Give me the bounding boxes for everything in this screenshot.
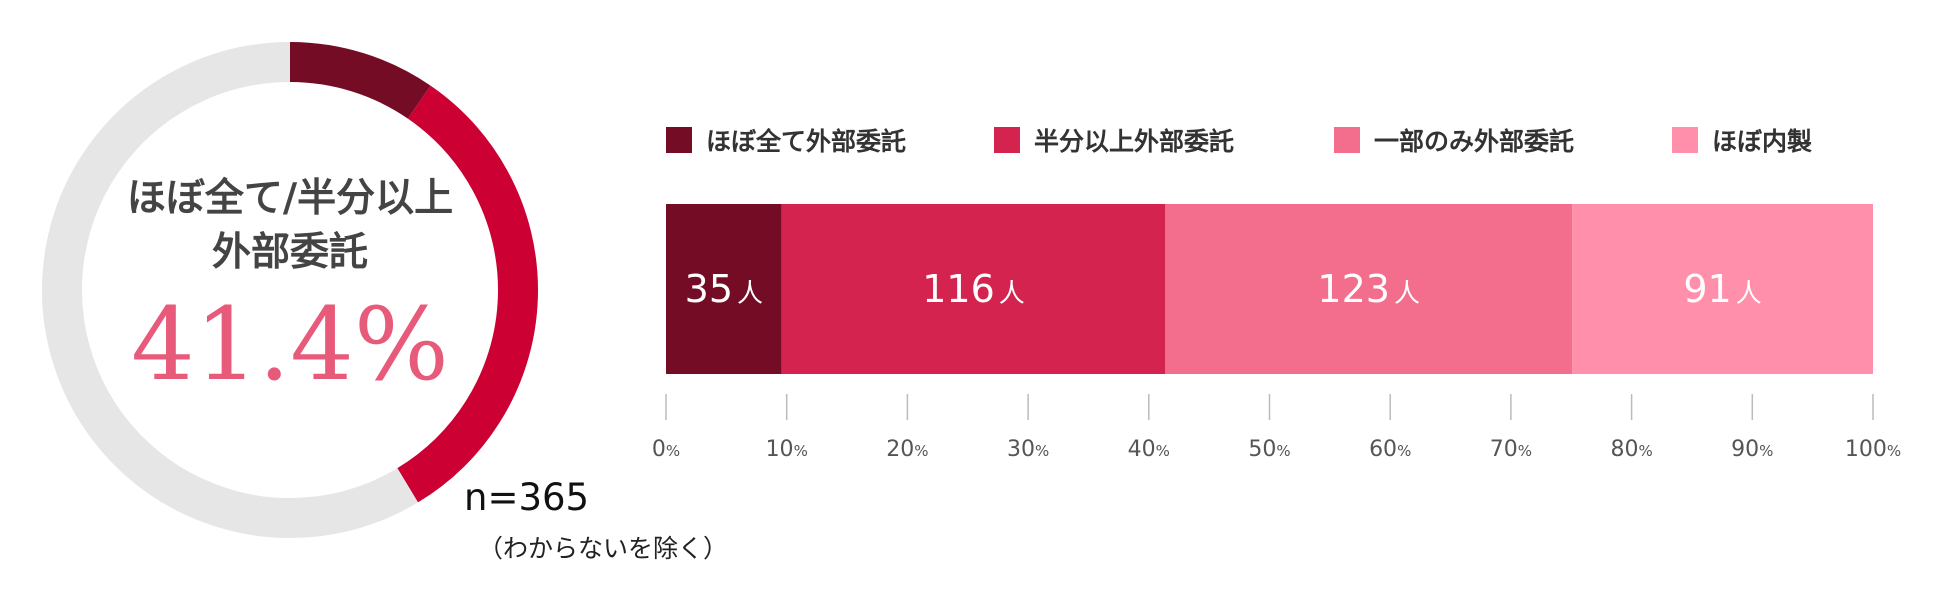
legend-swatch [1672, 127, 1698, 153]
sample-note: （わからないを除く） [478, 534, 729, 563]
x-tick-label: 20% [886, 437, 928, 462]
donut-center-percent: 41.4% [131, 286, 449, 403]
x-tick-label: 60% [1369, 437, 1411, 462]
legend-item-series-1: ほぼ全て外部委託 [666, 122, 906, 158]
legend-swatch [1334, 127, 1360, 153]
legend-item-series-2: 半分以上外部委託 [994, 122, 1234, 158]
legend-item-series-4: ほぼ内製 [1672, 122, 1812, 158]
sample-size: n=365 [464, 476, 590, 519]
bar-segment-4 [1572, 204, 1873, 374]
legend-item-series-3: 一部のみ外部委託 [1334, 122, 1574, 158]
legend-swatch [666, 127, 692, 153]
x-tick-label: 10% [766, 437, 808, 462]
donut-slice-3 [42, 42, 418, 538]
donut-center-title: ほぼ全て/半分以上 外部委託 [90, 172, 490, 280]
donut-slice-2 [397, 85, 538, 503]
x-tick-label: 70% [1490, 437, 1532, 462]
bar-segment-2 [781, 204, 1166, 374]
x-tick-label: 40% [1128, 437, 1170, 462]
legend-label: 半分以上外部委託 [1034, 127, 1235, 156]
x-tick-label: 50% [1248, 437, 1290, 462]
legend-label: ほぼ内製 [1712, 127, 1813, 156]
donut-center-title-line2: 外部委託 [211, 230, 368, 275]
legend-label: 一部のみ外部委託 [1374, 127, 1575, 156]
x-tick-label: 30% [1007, 437, 1049, 462]
x-tick-label: 80% [1610, 437, 1652, 462]
bar-segment-3 [1165, 204, 1573, 374]
legend-swatch [994, 127, 1020, 153]
x-tick-label: 100% [1845, 437, 1901, 462]
x-tick-label: 90% [1731, 437, 1773, 462]
bar-segment-1 [666, 204, 782, 374]
x-tick-label: 0% [652, 437, 680, 462]
donut-center-title-line1: ほぼ全て/半分以上 [126, 176, 454, 221]
donut-chart [42, 42, 538, 538]
donut-slice-1 [289, 42, 431, 119]
legend-label: ほぼ全て外部委託 [706, 127, 907, 156]
